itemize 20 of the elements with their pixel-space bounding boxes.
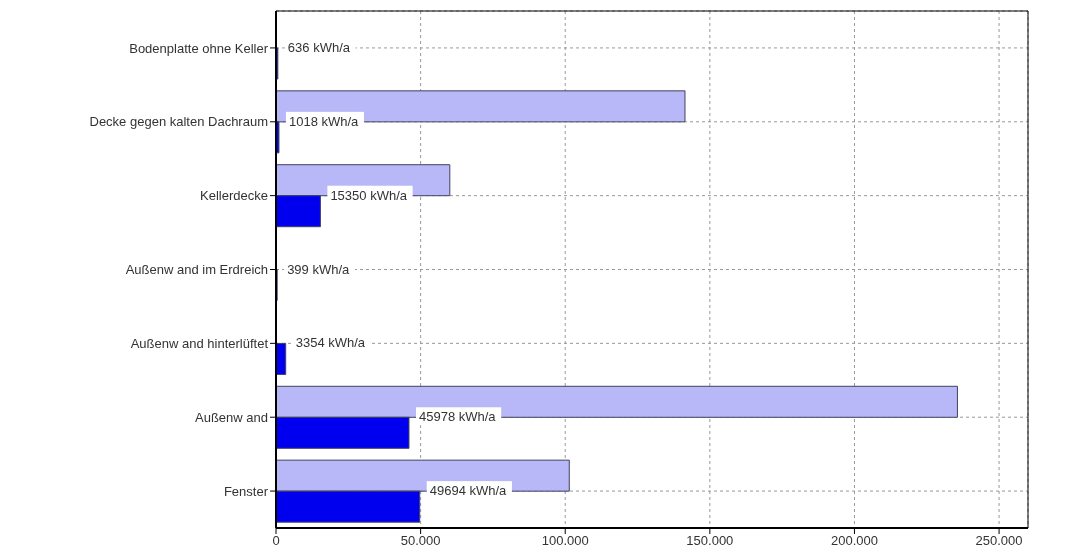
y-tick-label: Außenw and hinterlüftet	[130, 335, 269, 351]
y-tick-label: Außenw and	[195, 409, 268, 425]
x-tick-label: 200.000	[830, 533, 878, 549]
data-label: 399 kWh/a	[287, 261, 351, 277]
data-label: 1018 kWh/a	[288, 113, 360, 129]
y-tick-label: Außenw and im Erdreich	[125, 262, 268, 278]
data-label: 49694 kWh/a	[429, 483, 508, 499]
y-tick-label: Decke gegen kalten Dachraum	[89, 114, 268, 130]
data-label: 45978 kWh/a	[418, 409, 497, 425]
data-label: 636 kWh/a	[287, 40, 351, 55]
x-tick-label: 150.000	[686, 533, 734, 549]
data-label: 3354 kWh/a	[295, 335, 366, 351]
data-label: 15350 kWh/a	[330, 187, 408, 203]
x-tick-label: 250.000	[975, 533, 1023, 549]
x-tick-label: 0	[272, 533, 280, 549]
y-tick-label: Bodenplatte ohne Keller	[129, 40, 269, 56]
x-tick-label: 50.000	[400, 533, 441, 549]
x-tick-label: 100.000	[541, 533, 589, 549]
y-tick-label: Fenster	[223, 483, 269, 499]
y-tick-label: Kellerdecke	[200, 188, 268, 204]
